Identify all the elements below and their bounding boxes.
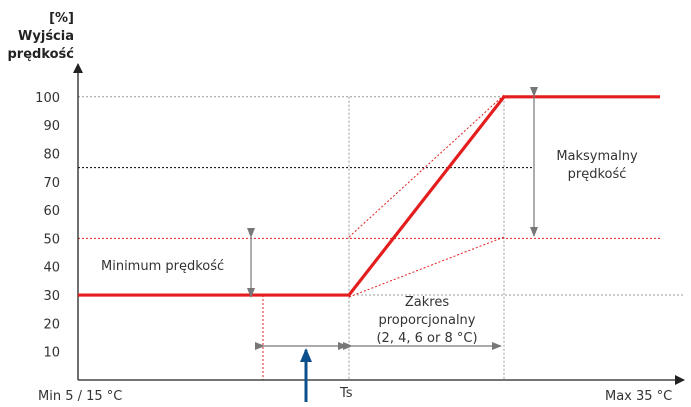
y-tick-label: 80 [43,147,60,162]
y-axis-title-line-3: prędkość [7,47,74,62]
min-speed-label: Minimum prędkość [101,259,224,274]
y-axis-title-line-2: Wyjścia [18,29,74,44]
max-speed-label-line-1: Maksymalny [556,149,638,164]
y-axis-title-line-1: [%] [49,11,74,26]
proportional-range-label-line-3: (2, 4, 6 or 8 °C) [376,331,477,346]
y-tick-labels: 10 20 30 40 50 60 70 80 90 100 [35,91,60,361]
y-tick-label: 20 [43,317,60,332]
max-speed-label-line-2: prędkość [568,167,627,182]
y-tick-label: 100 [35,91,60,106]
y-tick-label: 70 [43,176,60,191]
proportional-range-label-line-1: Zakres [405,295,449,310]
y-tick-label: 30 [43,289,60,304]
x-label-max: Max 35 °C [605,389,672,404]
proportional-guide-upper [348,94,505,238]
y-tick-label: 60 [43,204,60,219]
y-tick-label: 50 [43,232,60,247]
y-tick-label: 90 [43,119,60,134]
x-label-min: Min 5 / 15 °C [38,389,122,404]
x-label-ts: Ts [339,386,353,401]
y-tick-label: 10 [43,346,60,361]
y-tick-label: 40 [43,261,60,276]
proportional-range-label-line-2: proporcjonalny [379,313,476,328]
output-speed-curve [78,95,660,297]
vertical-helper-lines [262,96,505,380]
